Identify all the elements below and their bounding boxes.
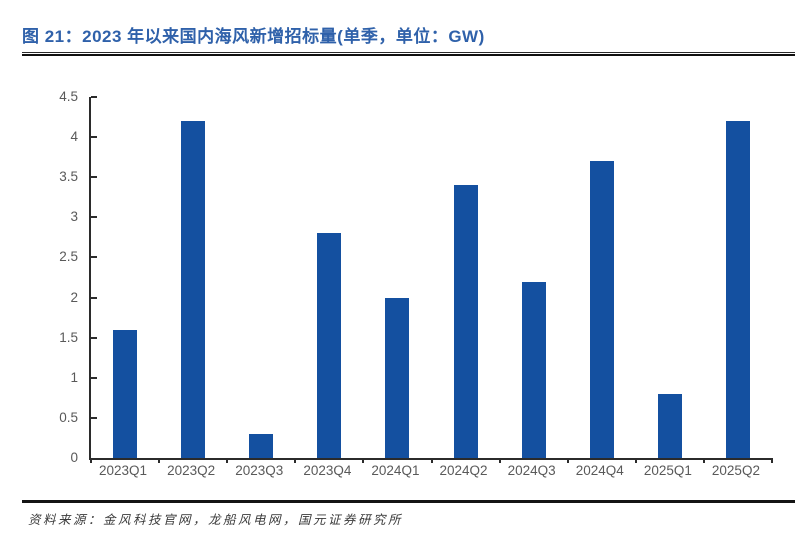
x-axis-tick	[498, 458, 501, 463]
chart-bar-2023Q1	[113, 329, 138, 458]
x-axis-label-2023Q1: 2023Q1	[99, 463, 148, 478]
x-axis-label-2024Q1: 2024Q1	[371, 463, 420, 478]
chart-bar-2024Q4	[589, 161, 614, 458]
y-axis-tick	[91, 136, 97, 139]
x-axis-label-2024Q3: 2024Q3	[507, 463, 556, 478]
x-axis-tick	[294, 458, 297, 463]
y-axis-tick	[91, 256, 97, 259]
y-axis-label: 3	[70, 209, 78, 225]
chart-bar-2025Q1	[657, 393, 682, 458]
source-note: 资料来源：金风科技官网，龙船风电网，国元证券研究所	[28, 512, 404, 527]
x-axis-tick	[566, 458, 569, 463]
x-axis-tick	[430, 458, 433, 463]
x-axis-tick	[702, 458, 705, 463]
x-axis-tick	[90, 458, 92, 463]
title-divider-line	[22, 52, 795, 56]
chart-bar-2025Q2	[725, 121, 750, 458]
footer-divider-line	[22, 500, 795, 503]
y-axis-label: 0	[70, 450, 78, 465]
chart-bar-2023Q4	[317, 233, 342, 458]
x-axis-label-2025Q2: 2025Q2	[711, 463, 760, 478]
chart-bar-2024Q2	[453, 185, 478, 458]
y-axis-label: 2	[70, 289, 78, 305]
y-axis-label: 2.5	[59, 249, 78, 265]
figure-title: 图 21：2023 年以来国内海风新增招标量(单季，单位：GW)	[22, 27, 485, 46]
y-axis-label: 0.5	[59, 409, 78, 425]
y-axis-tick	[91, 336, 97, 339]
x-axis-label-2023Q2: 2023Q2	[167, 463, 216, 478]
y-axis-label: 1	[70, 369, 78, 385]
x-axis-tick	[226, 458, 229, 463]
x-axis-label-2025Q1: 2025Q1	[643, 463, 692, 478]
chart-bar-2024Q3	[521, 281, 546, 458]
y-axis-tick	[91, 296, 97, 299]
y-axis-label: 1.5	[59, 329, 78, 345]
y-axis-label: 4.5	[59, 89, 78, 104]
x-axis-label-2023Q4: 2023Q4	[303, 463, 352, 478]
chart-bar-2023Q2	[181, 121, 206, 458]
y-axis-tick	[91, 216, 97, 219]
x-axis-label-2024Q4: 2024Q4	[575, 463, 624, 478]
chart-bar-2024Q1	[385, 297, 410, 458]
y-axis-tick	[91, 416, 97, 419]
y-axis-label: 3.5	[59, 169, 78, 185]
y-axis-tick	[91, 376, 97, 379]
y-axis-label: 4	[70, 129, 78, 145]
x-axis-tick	[158, 458, 161, 463]
x-axis-tick	[634, 458, 637, 463]
chart-bar-2023Q3	[249, 433, 274, 458]
x-axis-label-2023Q3: 2023Q3	[235, 463, 284, 478]
x-axis-tick	[771, 458, 773, 463]
y-axis-tick	[91, 176, 97, 179]
bar-chart-plot	[89, 96, 773, 463]
y-axis-tick	[91, 96, 97, 98]
x-axis-label-2024Q2: 2024Q2	[439, 463, 488, 478]
x-axis-tick	[362, 458, 365, 463]
